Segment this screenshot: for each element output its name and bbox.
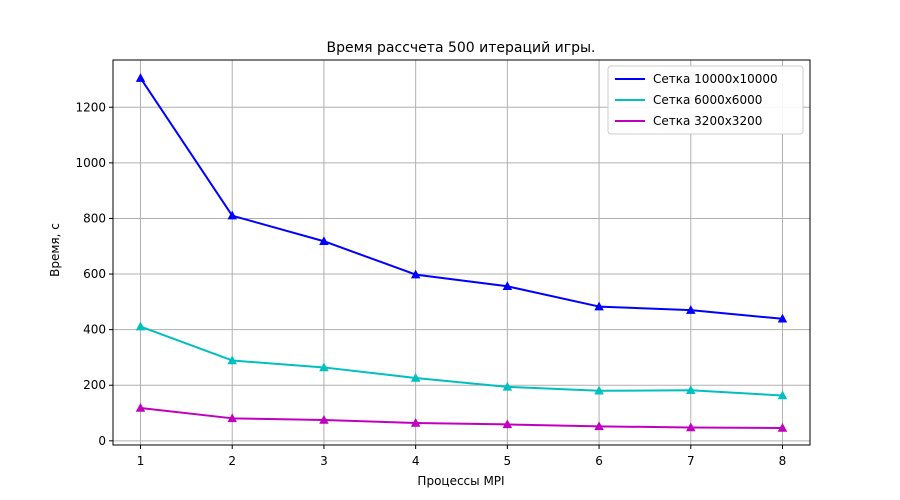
data-point xyxy=(594,385,604,395)
y-tick-label: 600 xyxy=(83,267,106,281)
y-tick-label: 400 xyxy=(83,323,106,337)
x-tick-label: 7 xyxy=(687,454,695,468)
data-point xyxy=(777,390,788,400)
plot-frame xyxy=(112,59,811,446)
data-point xyxy=(502,281,513,291)
x-tick-label: 3 xyxy=(320,454,328,468)
data-point xyxy=(777,423,788,432)
x-tick-label: 5 xyxy=(504,454,512,468)
chart-title: Время рассчета 500 итераций игры. xyxy=(327,40,596,56)
data-point xyxy=(410,418,421,427)
data-point xyxy=(502,419,513,429)
legend-item: Сетка 6000x6000 xyxy=(615,93,762,107)
x-tick-label: 2 xyxy=(228,454,236,468)
data-point xyxy=(227,413,237,423)
data-point xyxy=(594,301,604,311)
data-point xyxy=(686,305,696,314)
data-point xyxy=(135,321,146,331)
legend-item: Сетка 3200x3200 xyxy=(615,114,762,128)
legend-item: Сетка 10000x10000 xyxy=(615,72,778,86)
data-point xyxy=(319,414,329,424)
series-line xyxy=(139,77,783,320)
series-3 xyxy=(135,403,788,432)
grid xyxy=(113,60,810,445)
data-point xyxy=(227,355,237,365)
data-point xyxy=(319,362,329,372)
y-tick-label: 1000 xyxy=(75,156,106,170)
series-group xyxy=(135,73,788,432)
series-line xyxy=(140,407,783,430)
data-point xyxy=(410,269,421,279)
data-point xyxy=(410,373,421,382)
data-point xyxy=(686,422,696,432)
y-tick-label: 200 xyxy=(83,378,106,392)
y-axis-title: Время, с xyxy=(48,223,62,277)
x-tick-label: 1 xyxy=(137,454,145,468)
x-axis-title: Процессы MPI xyxy=(417,474,504,488)
legend-label: Сетка 6000x6000 xyxy=(653,93,762,107)
axis-ticks: 1 2 3 4 5 6 7 8 0 200 400 600 800 1000 1200 xyxy=(75,100,786,468)
y-tick-label: 800 xyxy=(83,211,106,225)
legend-box xyxy=(607,65,804,135)
y-tick-label: 0 xyxy=(98,434,106,448)
legend-label: Сетка 10000x10000 xyxy=(653,72,778,86)
y-tick-label: 1200 xyxy=(75,100,106,114)
legend: Сетка 10000x10000 Сетка 6000x6000 Сетка 32… xyxy=(607,65,804,135)
series-1 xyxy=(135,73,788,323)
data-point xyxy=(227,210,237,220)
data-point xyxy=(502,381,513,391)
series-2 xyxy=(135,321,788,400)
x-tick-label: 4 xyxy=(412,454,420,468)
x-tick-label: 8 xyxy=(779,454,787,468)
series-line xyxy=(140,325,783,397)
x-tick-label: 6 xyxy=(595,454,603,468)
data-point xyxy=(594,421,604,431)
data-point xyxy=(686,385,696,394)
data-point xyxy=(777,313,788,323)
legend-label: Сетка 3200x3200 xyxy=(653,114,762,128)
data-point xyxy=(319,236,329,245)
data-point xyxy=(135,73,146,82)
data-point xyxy=(135,403,146,412)
